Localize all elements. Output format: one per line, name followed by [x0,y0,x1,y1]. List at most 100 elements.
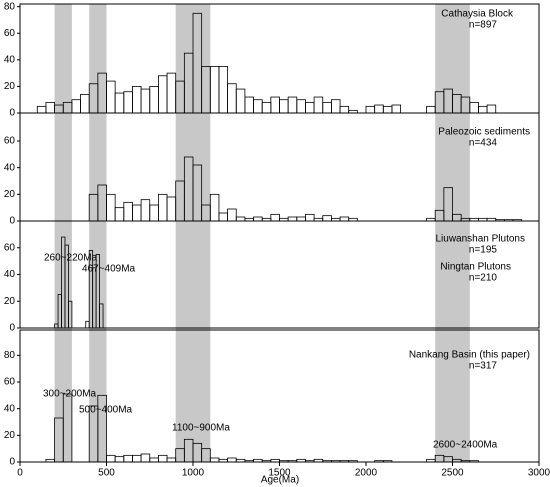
histogram-bar [296,99,306,114]
x-tick-label: 3000 [528,468,550,479]
y-tick-label: 80 [4,1,16,12]
histogram-bar [469,101,479,114]
y-tick-label: 40 [4,162,16,173]
y-tick-label: 40 [4,403,16,414]
histogram-bar [434,209,445,222]
histogram-bar [201,66,211,114]
histogram-bar [270,96,280,114]
histogram-bar [61,236,66,329]
histogram-bar [166,457,177,463]
histogram-bar [88,193,99,222]
histogram-bar [279,99,289,114]
histogram-bar [313,96,324,114]
histogram-bar [443,187,453,222]
histogram-bar [175,80,185,114]
histogram-bar [443,456,453,463]
shaded-range [89,4,107,462]
histogram-bar [85,320,90,329]
histogram-bar [227,457,237,463]
histogram-bar [149,204,159,222]
x-tick-label: 2500 [441,468,464,479]
histogram-bar [123,454,133,463]
histogram-bar [235,216,246,222]
histogram-bar [183,156,194,222]
histogram-bar [36,105,47,114]
histogram-bar [114,456,125,463]
histogram-bar [183,438,194,463]
panel-frame [19,220,540,329]
histogram-bar [57,294,62,329]
panel-label: n=434 [469,138,498,149]
histogram-bar [114,92,125,114]
shaded-range [435,4,470,462]
histogram-bar [166,72,177,114]
annotation: 260~220Ma [44,253,98,264]
histogram-bar [253,99,263,114]
panel-label: n=317 [469,361,498,372]
histogram-bar [486,104,497,114]
y-tick-label: 20 [4,296,16,307]
histogram-bar [365,105,376,114]
histogram-bar [322,215,332,222]
panel-label: n=195 [469,245,498,256]
histogram-bar [287,96,298,114]
y-tick-label: 0 [9,323,15,334]
y-tick-label: 20 [4,189,16,200]
histogram-bar [175,448,185,463]
histogram-bar [92,267,97,329]
histogram-bar [201,448,211,463]
histogram-bar [478,105,488,114]
histogram-bar [123,201,133,222]
histogram-bar [227,208,237,222]
histogram-bar [253,216,263,222]
histogram-bar [391,104,402,114]
histogram-bar [339,105,350,114]
histogram-bar [80,93,90,114]
y-tick-label: 60 [4,136,16,147]
histogram-bar [54,104,64,114]
histogram-bar [192,164,203,222]
panel-label: Ningtan Plutons [440,262,511,273]
histogram-bar [183,52,194,114]
histogram-bar [218,66,228,114]
histogram-bar [218,212,228,222]
histogram-bar [149,457,159,463]
histogram-bar [132,204,142,222]
y-tick-label: 60 [4,377,16,388]
y-tick-label: 60 [4,242,16,253]
y-tick-label: 20 [4,81,16,92]
histogram-bar [382,105,393,114]
histogram-bar [140,199,151,222]
annotation: 300~200Ma [43,389,97,400]
y-tick-label: 20 [4,430,16,441]
histogram-bar [235,88,246,114]
y-tick-label: 0 [9,457,15,468]
panel-label: n=210 [469,273,498,284]
histogram-bar [374,104,384,114]
histogram-bar [71,99,81,114]
panel-label: Liuwanshan Plutons [435,234,525,245]
y-tick-label: 0 [9,108,15,119]
histogram-bar [106,80,116,114]
histogram-bar [192,442,203,463]
histogram-bar [54,417,64,463]
histogram-bar [45,101,56,114]
panel-label: Paleozoic sediments [438,127,530,138]
y-tick-label: 80 [4,350,16,361]
x-tick-label: 2000 [355,468,378,479]
x-tick-label: 1000 [182,468,205,479]
histogram-bar [157,75,168,114]
histogram-bar [244,96,254,114]
histogram-bar [270,213,280,222]
histogram-bar [460,96,471,114]
x-tick-label: 1500 [268,468,291,479]
histogram-bar [296,216,306,222]
histogram-bar [97,184,107,222]
histogram-bar [62,393,73,463]
histogram-bar [443,88,453,114]
histogram-bar [227,83,237,114]
histogram-bar [106,193,116,222]
histogram-bar [261,101,272,114]
histogram-bar [305,213,315,222]
